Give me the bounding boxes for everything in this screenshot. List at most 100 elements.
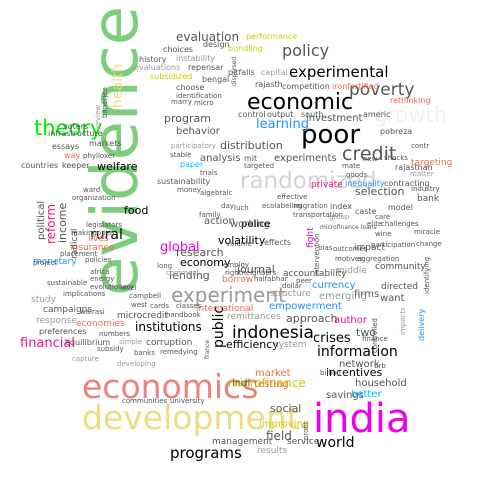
word-aggregation: aggregation (357, 255, 400, 263)
word-improving: improving (259, 419, 310, 430)
word-design: design (203, 40, 230, 49)
word-essays: essays (52, 142, 80, 151)
word-shocks: shocks (384, 154, 408, 162)
word-profit: profit (302, 421, 310, 440)
word-police: police (241, 219, 271, 230)
word-participation: participation (371, 241, 416, 249)
word-capital: capital (261, 68, 288, 77)
word-approach: approach (286, 312, 338, 325)
word-contr: contr (411, 142, 430, 150)
word-participatory: participatory (171, 142, 216, 150)
word-effects: effects (264, 238, 292, 247)
word-crises: crises (313, 331, 351, 346)
word-subsidy: subsidy (97, 345, 124, 353)
word-international: international (196, 304, 254, 314)
word-program: program (164, 112, 211, 125)
word-management: management (212, 437, 273, 447)
word-care: care (375, 213, 391, 221)
word-makingopen: makingopen (71, 229, 115, 237)
word-monetary: monetary (33, 257, 77, 267)
word-group: group (329, 213, 350, 221)
word-employ: employ (223, 261, 249, 269)
word-capture: capture (72, 355, 99, 363)
word-walrasi: walrasi (80, 308, 105, 316)
word-americ: americ (363, 110, 391, 119)
word-economy: economy (180, 256, 231, 269)
word-peer: peer (296, 277, 312, 285)
word-political: political (36, 200, 47, 240)
word-rajasthan: rajasthan (395, 163, 433, 172)
word-efficiency: efficiency (226, 338, 279, 351)
word-research: research (176, 246, 224, 259)
word-experiments: experiments (274, 153, 337, 164)
word-currency: currency (312, 280, 356, 291)
word-transportation: transportation (293, 211, 344, 219)
word-financial: financial (20, 336, 75, 351)
word-results: results (257, 446, 288, 456)
word-instability: instability (176, 54, 216, 63)
word-change: change (416, 240, 442, 248)
word-directed: directed (381, 282, 418, 292)
word-fight: fight (306, 227, 316, 248)
word-industry: industry (411, 185, 440, 193)
word-numbers: numbers (99, 330, 130, 338)
word-emerging: emerging (319, 291, 367, 302)
word-indi: indi (232, 378, 251, 389)
word-family: family (199, 211, 221, 219)
word-savings: savings (326, 390, 364, 401)
word-bundling: bundling (228, 44, 263, 53)
word-project: project (33, 259, 58, 267)
word-classes: classes (176, 302, 202, 310)
word-infrastructure: infrastructure (48, 129, 103, 138)
word-placement: placement (60, 250, 98, 258)
word-bengal: bengal (202, 75, 230, 84)
word-borrow: borrow (222, 275, 254, 285)
word-better: better (351, 389, 382, 400)
word-goods: goods (346, 171, 368, 179)
word-keeper: keeper (62, 161, 90, 170)
word-corruption: corruption (146, 338, 193, 348)
word-remittances: remittances (227, 312, 281, 322)
word-policies: policies (85, 256, 112, 264)
word-health: health (110, 63, 126, 108)
word-microcredit: microcredit (117, 311, 168, 321)
word-welfare: welfare (97, 160, 138, 173)
word-ironfortified: ironfortified (332, 82, 379, 91)
word-challenges: challenges (381, 220, 419, 228)
word-growth: growth (374, 103, 448, 127)
word-communities: communities (122, 397, 168, 405)
word-two: two (356, 326, 377, 339)
word-performance: performance (246, 32, 298, 41)
word-france: france (204, 339, 211, 359)
word-rethinking: rethinking (390, 96, 431, 105)
word-institutions: institutions (135, 320, 202, 334)
word-handbook: handbook (166, 311, 201, 319)
word-effective: effective (277, 193, 308, 201)
word-development: development (82, 398, 300, 437)
word-indonesia: indonesia (232, 323, 314, 343)
word-halfabhar: halfabhar (254, 275, 288, 283)
word-household: household (355, 378, 407, 389)
word-long: long (157, 262, 173, 270)
word-information: information (317, 344, 398, 360)
word-implications: implications (63, 290, 106, 298)
word-mit: mit (244, 154, 258, 163)
word-incentives: incentives (326, 366, 383, 379)
word-organization: organization (72, 194, 116, 202)
word-study: study (31, 295, 56, 305)
word-journal: journal (237, 263, 275, 276)
word-competition: competition (282, 82, 330, 91)
word-repensar: repensar (188, 63, 224, 72)
word-community: community (375, 262, 426, 272)
word-ward: ward (83, 186, 101, 194)
word-day: day (221, 202, 234, 210)
word-mate: mate (342, 162, 361, 170)
word-action: action (204, 216, 235, 227)
word-simple: simple (119, 338, 143, 346)
word-microfinance: microfinance (228, 376, 306, 390)
word-model: model (388, 203, 413, 212)
word-phylloxer: phylloxer (83, 152, 116, 160)
word-world: world (316, 435, 355, 451)
word-service: service (287, 437, 320, 447)
word-motives: motives (335, 255, 363, 263)
